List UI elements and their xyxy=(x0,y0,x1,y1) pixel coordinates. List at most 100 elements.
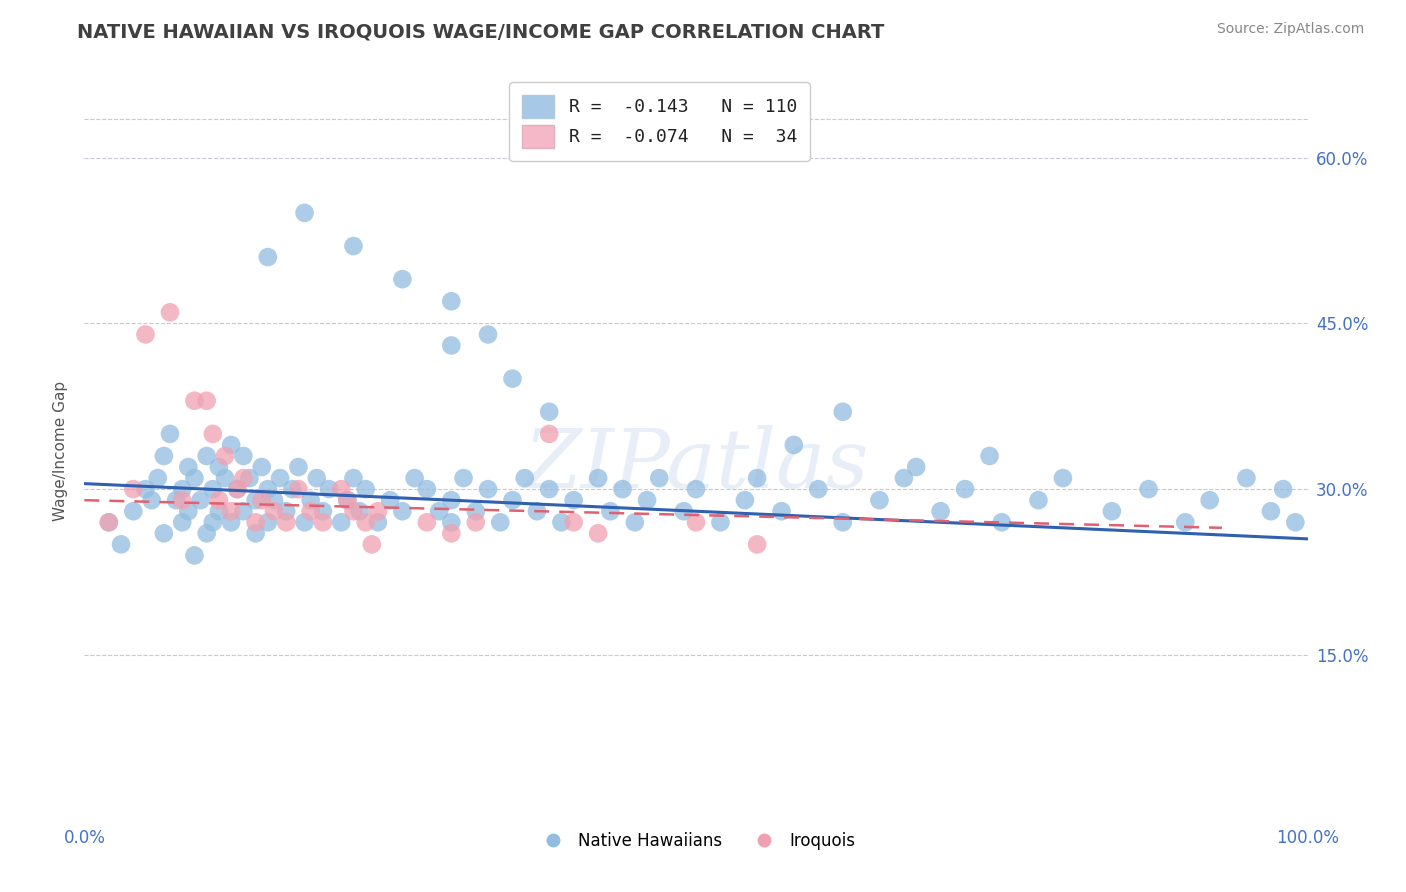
Point xyxy=(599,504,621,518)
Point xyxy=(1198,493,1220,508)
Point xyxy=(183,471,205,485)
Point xyxy=(404,471,426,485)
Point xyxy=(214,471,236,485)
Point xyxy=(783,438,806,452)
Text: Source: ZipAtlas.com: Source: ZipAtlas.com xyxy=(1216,22,1364,37)
Point xyxy=(734,493,756,508)
Point xyxy=(440,338,463,352)
Point xyxy=(183,393,205,408)
Point xyxy=(208,504,231,518)
Point xyxy=(612,482,634,496)
Point xyxy=(318,482,340,496)
Point xyxy=(416,516,439,530)
Point xyxy=(238,471,260,485)
Point xyxy=(172,516,194,530)
Point xyxy=(201,516,224,530)
Point xyxy=(513,471,536,485)
Point xyxy=(287,460,309,475)
Point xyxy=(97,516,120,530)
Point xyxy=(477,327,499,342)
Point xyxy=(685,516,707,530)
Point xyxy=(245,526,267,541)
Point xyxy=(245,493,267,508)
Point xyxy=(159,305,181,319)
Point xyxy=(177,460,200,475)
Point xyxy=(342,471,364,485)
Point xyxy=(1052,471,1074,485)
Point xyxy=(190,493,212,508)
Point xyxy=(586,526,609,541)
Point xyxy=(257,516,280,530)
Point xyxy=(1174,516,1197,530)
Point xyxy=(146,471,169,485)
Point xyxy=(464,504,486,518)
Point xyxy=(287,482,309,496)
Point xyxy=(1284,516,1306,530)
Point xyxy=(905,460,928,475)
Point xyxy=(1236,471,1258,485)
Point xyxy=(232,449,254,463)
Point xyxy=(330,516,353,530)
Point xyxy=(153,449,176,463)
Point xyxy=(330,482,353,496)
Point xyxy=(953,482,976,496)
Point xyxy=(276,516,298,530)
Point xyxy=(502,493,524,508)
Point xyxy=(831,516,853,530)
Point xyxy=(453,471,475,485)
Point xyxy=(636,493,658,508)
Point xyxy=(195,393,218,408)
Point xyxy=(232,504,254,518)
Point xyxy=(1028,493,1050,508)
Point xyxy=(489,516,512,530)
Point xyxy=(360,537,382,551)
Point xyxy=(440,493,463,508)
Point xyxy=(122,482,145,496)
Point xyxy=(550,516,572,530)
Point xyxy=(538,482,561,496)
Point xyxy=(183,549,205,563)
Point xyxy=(281,482,304,496)
Point xyxy=(201,426,224,441)
Point xyxy=(177,504,200,518)
Point xyxy=(391,504,413,518)
Point xyxy=(416,482,439,496)
Y-axis label: Wage/Income Gap: Wage/Income Gap xyxy=(53,380,69,521)
Point xyxy=(354,482,377,496)
Point xyxy=(141,493,163,508)
Point xyxy=(1260,504,1282,518)
Point xyxy=(312,504,335,518)
Point xyxy=(226,482,249,496)
Point xyxy=(929,504,952,518)
Point xyxy=(991,516,1014,530)
Point xyxy=(709,516,731,530)
Point xyxy=(624,516,647,530)
Point xyxy=(349,504,371,518)
Point xyxy=(257,482,280,496)
Point xyxy=(219,438,242,452)
Point xyxy=(807,482,830,496)
Point xyxy=(263,504,285,518)
Point xyxy=(672,504,695,518)
Point xyxy=(257,250,280,264)
Point xyxy=(586,471,609,485)
Point xyxy=(477,482,499,496)
Text: NATIVE HAWAIIAN VS IROQUOIS WAGE/INCOME GAP CORRELATION CHART: NATIVE HAWAIIAN VS IROQUOIS WAGE/INCOME … xyxy=(77,22,884,41)
Point xyxy=(342,239,364,253)
Point xyxy=(526,504,548,518)
Point xyxy=(979,449,1001,463)
Point xyxy=(195,449,218,463)
Point xyxy=(648,471,671,485)
Point xyxy=(869,493,891,508)
Point xyxy=(172,482,194,496)
Point xyxy=(305,471,328,485)
Point xyxy=(562,516,585,530)
Point xyxy=(232,471,254,485)
Point xyxy=(747,471,769,485)
Point xyxy=(367,516,389,530)
Point xyxy=(336,493,359,508)
Point xyxy=(747,537,769,551)
Point xyxy=(354,516,377,530)
Point xyxy=(299,493,322,508)
Point xyxy=(294,206,316,220)
